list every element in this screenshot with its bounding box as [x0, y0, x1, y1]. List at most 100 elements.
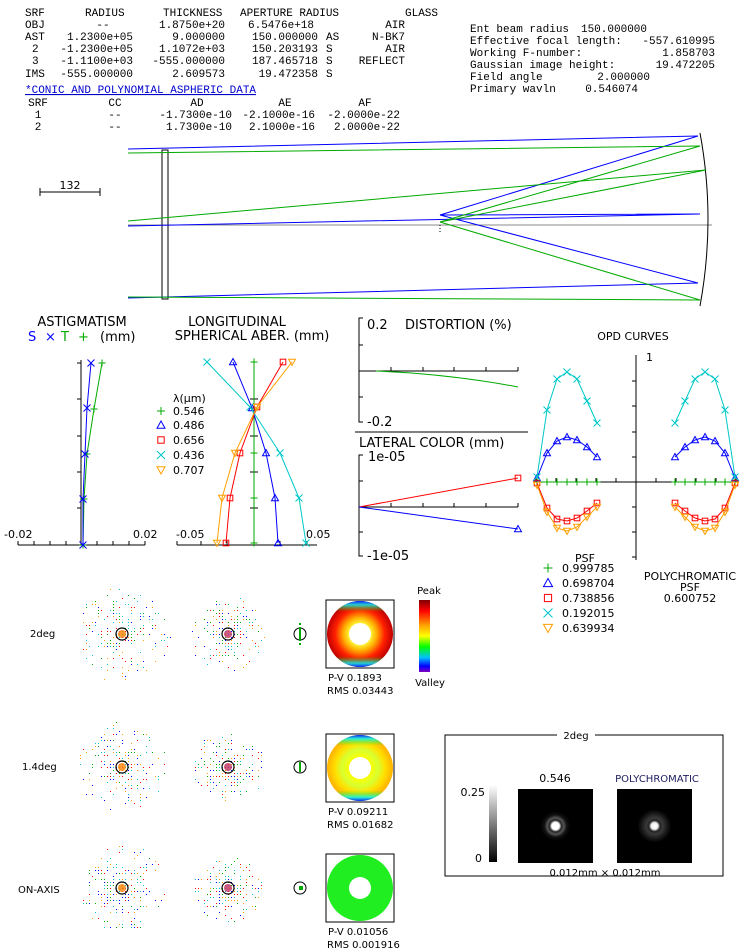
opd-curve-left	[536, 436, 598, 479]
glass-cell: REFLECT	[359, 56, 406, 68]
plus-marker	[80, 495, 88, 503]
info-label: Primary wavln	[470, 84, 556, 96]
x-marker	[671, 419, 679, 427]
sph-xmax-label: 0.05	[306, 528, 331, 541]
down-triangle-marker	[680, 513, 690, 522]
wavelength-legend-item: 0.656	[173, 434, 205, 447]
distortion-ymax: 0.2	[367, 318, 388, 333]
x-marker	[203, 358, 211, 366]
info-label: Ent beam radius	[470, 24, 569, 36]
x-marker	[563, 368, 571, 376]
srf-cell: 2	[32, 44, 39, 56]
poly-psf-title-1: POLYCHROMATIC	[644, 570, 736, 583]
psf-scale-max: 0.25	[461, 786, 486, 799]
spherical-curve-0.656	[225, 361, 284, 544]
spot-diagram	[83, 846, 165, 928]
scale-bar: 132	[39, 179, 101, 196]
info-row: Effective focal length: -557.610995	[470, 36, 715, 48]
table-row: IMS -555.000000 2.609573 19.472358 S	[25, 69, 333, 81]
lens-layout-diagram: 132	[39, 132, 712, 307]
lateral-color-656	[358, 477, 519, 508]
down-triangle-marker	[542, 623, 554, 634]
info-row: Primary wavln 0.546074	[470, 84, 638, 96]
psf-extent-label: 0.012mm × 0.012mm	[550, 868, 661, 879]
x-marker	[573, 375, 581, 383]
plus-marker	[250, 539, 258, 547]
asphere-header: CC	[108, 98, 122, 110]
x-marker	[83, 404, 91, 412]
square-marker	[691, 514, 699, 522]
plus-marker	[721, 478, 729, 486]
airy-disk-circle	[115, 627, 129, 641]
asphere-header: AE	[278, 98, 292, 110]
table-header: THICKNESS	[163, 8, 223, 20]
sph-xmin-label: -0.05	[176, 528, 204, 541]
thickness-cell: -555.000000	[152, 56, 225, 68]
srf-cell: 1	[35, 110, 42, 122]
info-value: -557.610995	[642, 36, 715, 48]
down-triangle-marker	[562, 527, 572, 536]
lateral-color-ymax: 1e-05	[368, 450, 406, 465]
table-row: OBJ -- 1.8750e+20 6.5476e+18 AIR	[25, 20, 405, 32]
psf-legend-item: 0.192015	[562, 607, 615, 620]
spherical-title-2: SPHERICAL ABER. (mm)	[175, 329, 330, 344]
spot-diagram	[195, 858, 262, 922]
distortion-ymin: -0.2	[367, 415, 392, 430]
info-label: Gaussian image height:	[470, 60, 615, 72]
triangle-marker	[582, 442, 592, 451]
table-header: APERTURE RADIUS	[240, 8, 339, 20]
x-marker	[302, 539, 310, 547]
lateral-color-plot: LATERAL COLOR (mm) 1e-05 -1e-05	[358, 436, 523, 564]
astig-xmin-label: -0.02	[4, 528, 32, 541]
airy-disk-circle	[221, 881, 235, 895]
square-marker	[157, 436, 165, 444]
field-row: ON-AXIS P-V 0.01056 RMS 0.001916	[18, 846, 400, 951]
lateral-color-title: LATERAL COLOR (mm)	[359, 436, 504, 451]
down-triangle-marker	[552, 524, 562, 533]
wavelength-legend-item: 0.546	[173, 405, 205, 418]
square-marker	[543, 593, 553, 603]
pv-label: P-V 0.1893	[328, 673, 382, 684]
table-row: 1 -- -1.7300e-10 -2.1000e-16 -2.0000e-22	[35, 110, 400, 122]
table-row: 2 -1.2300e+05 1.1072e+03 150.203193 S AIR	[32, 44, 405, 56]
table-header: SRF	[25, 8, 45, 20]
spot-diagram	[80, 722, 165, 810]
lens-data-table: SRF RADIUS THICKNESS APERTURE RADIUS GLASSOB…	[25, 8, 438, 81]
x-marker	[583, 397, 591, 405]
wavefront-map	[325, 853, 395, 923]
down-triangle-marker	[212, 539, 222, 548]
airy-disk-circle	[221, 627, 235, 641]
opd-curve-right	[674, 436, 736, 479]
wavefront-color-scale: Peak Valley	[415, 586, 445, 689]
aperture-cell: 6.5476e+18	[248, 20, 314, 32]
aspheric-data-table: SRF CC AD AE AF 1 -- -1.7300e-10 -2.1000e-16 -2.0…	[28, 98, 400, 134]
psf-legend-item: 0.999785	[562, 562, 615, 575]
psf-image-mono	[518, 789, 593, 863]
square-marker	[553, 515, 561, 523]
x-marker	[691, 375, 699, 383]
opd-curves-plot: OPD CURVES 1 PSF POLYCHROMATIC PSF 0.600…	[532, 330, 740, 635]
down-triangle-marker	[730, 481, 740, 490]
aperture-cell: 150.000000	[252, 32, 318, 44]
down-triangle-marker	[156, 466, 166, 476]
poly-psf-title-2: PSF	[680, 581, 700, 594]
airy-disk-circle	[293, 760, 307, 774]
cc-cell: --	[108, 110, 121, 122]
psf-image-poly	[617, 789, 692, 863]
plus-marker	[250, 494, 258, 502]
triangle-marker	[513, 524, 523, 533]
aspheric-data-link[interactable]: *CONIC AND POLYNOMIAL ASPHERIC DATA	[25, 85, 256, 97]
opd-curve-right	[674, 371, 736, 478]
glass-cell: AIR	[385, 20, 405, 32]
airy-disk-circle	[115, 881, 129, 895]
down-triangle-marker	[287, 358, 297, 367]
info-row: Field angle 2.000000	[470, 72, 650, 84]
astigmatism-plot: ASTIGMATISM S × T + (mm) -0.02 0.02	[4, 315, 158, 549]
peak-label: Peak	[417, 586, 441, 597]
spherical-aberration-plot: LONGITUDINAL SPHERICAL ABER. (mm) -0.05 …	[156, 315, 331, 548]
plus-marker	[671, 478, 679, 486]
opd-curve-left	[536, 482, 598, 522]
x-marker	[156, 450, 166, 460]
plus-marker	[250, 449, 258, 457]
